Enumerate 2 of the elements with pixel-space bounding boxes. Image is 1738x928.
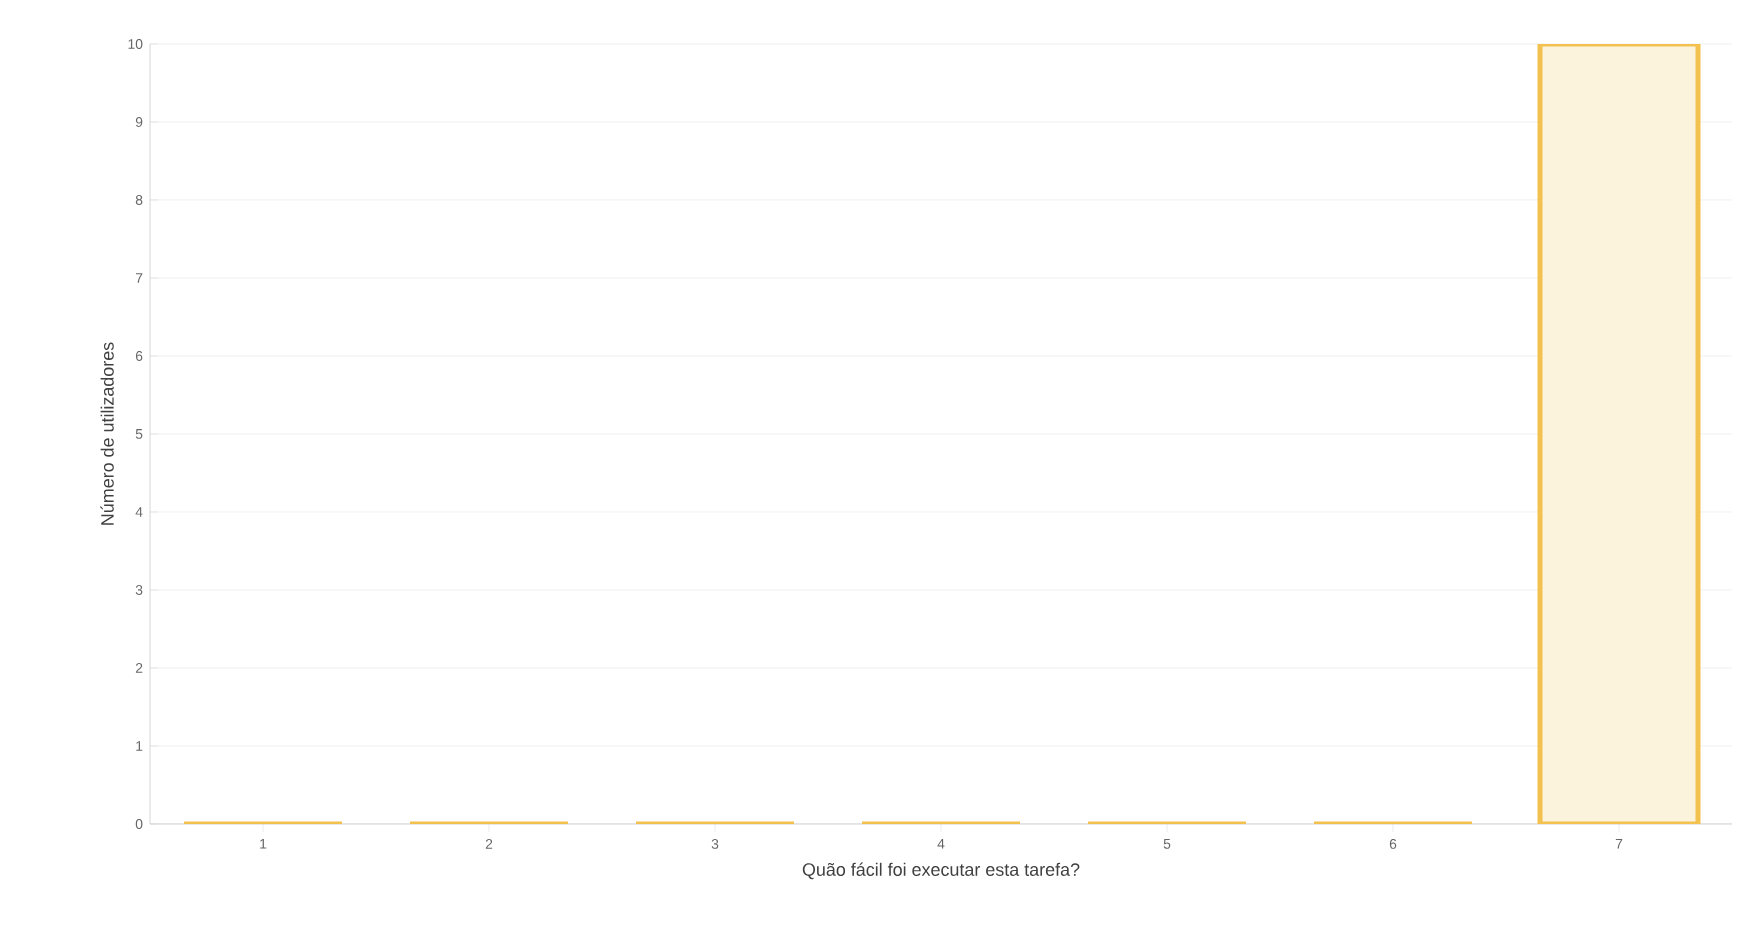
x-axis-title: Quão fácil foi executar esta tarefa? [802,862,1080,880]
y-axis-title: Número de utilizadores [100,342,114,525]
